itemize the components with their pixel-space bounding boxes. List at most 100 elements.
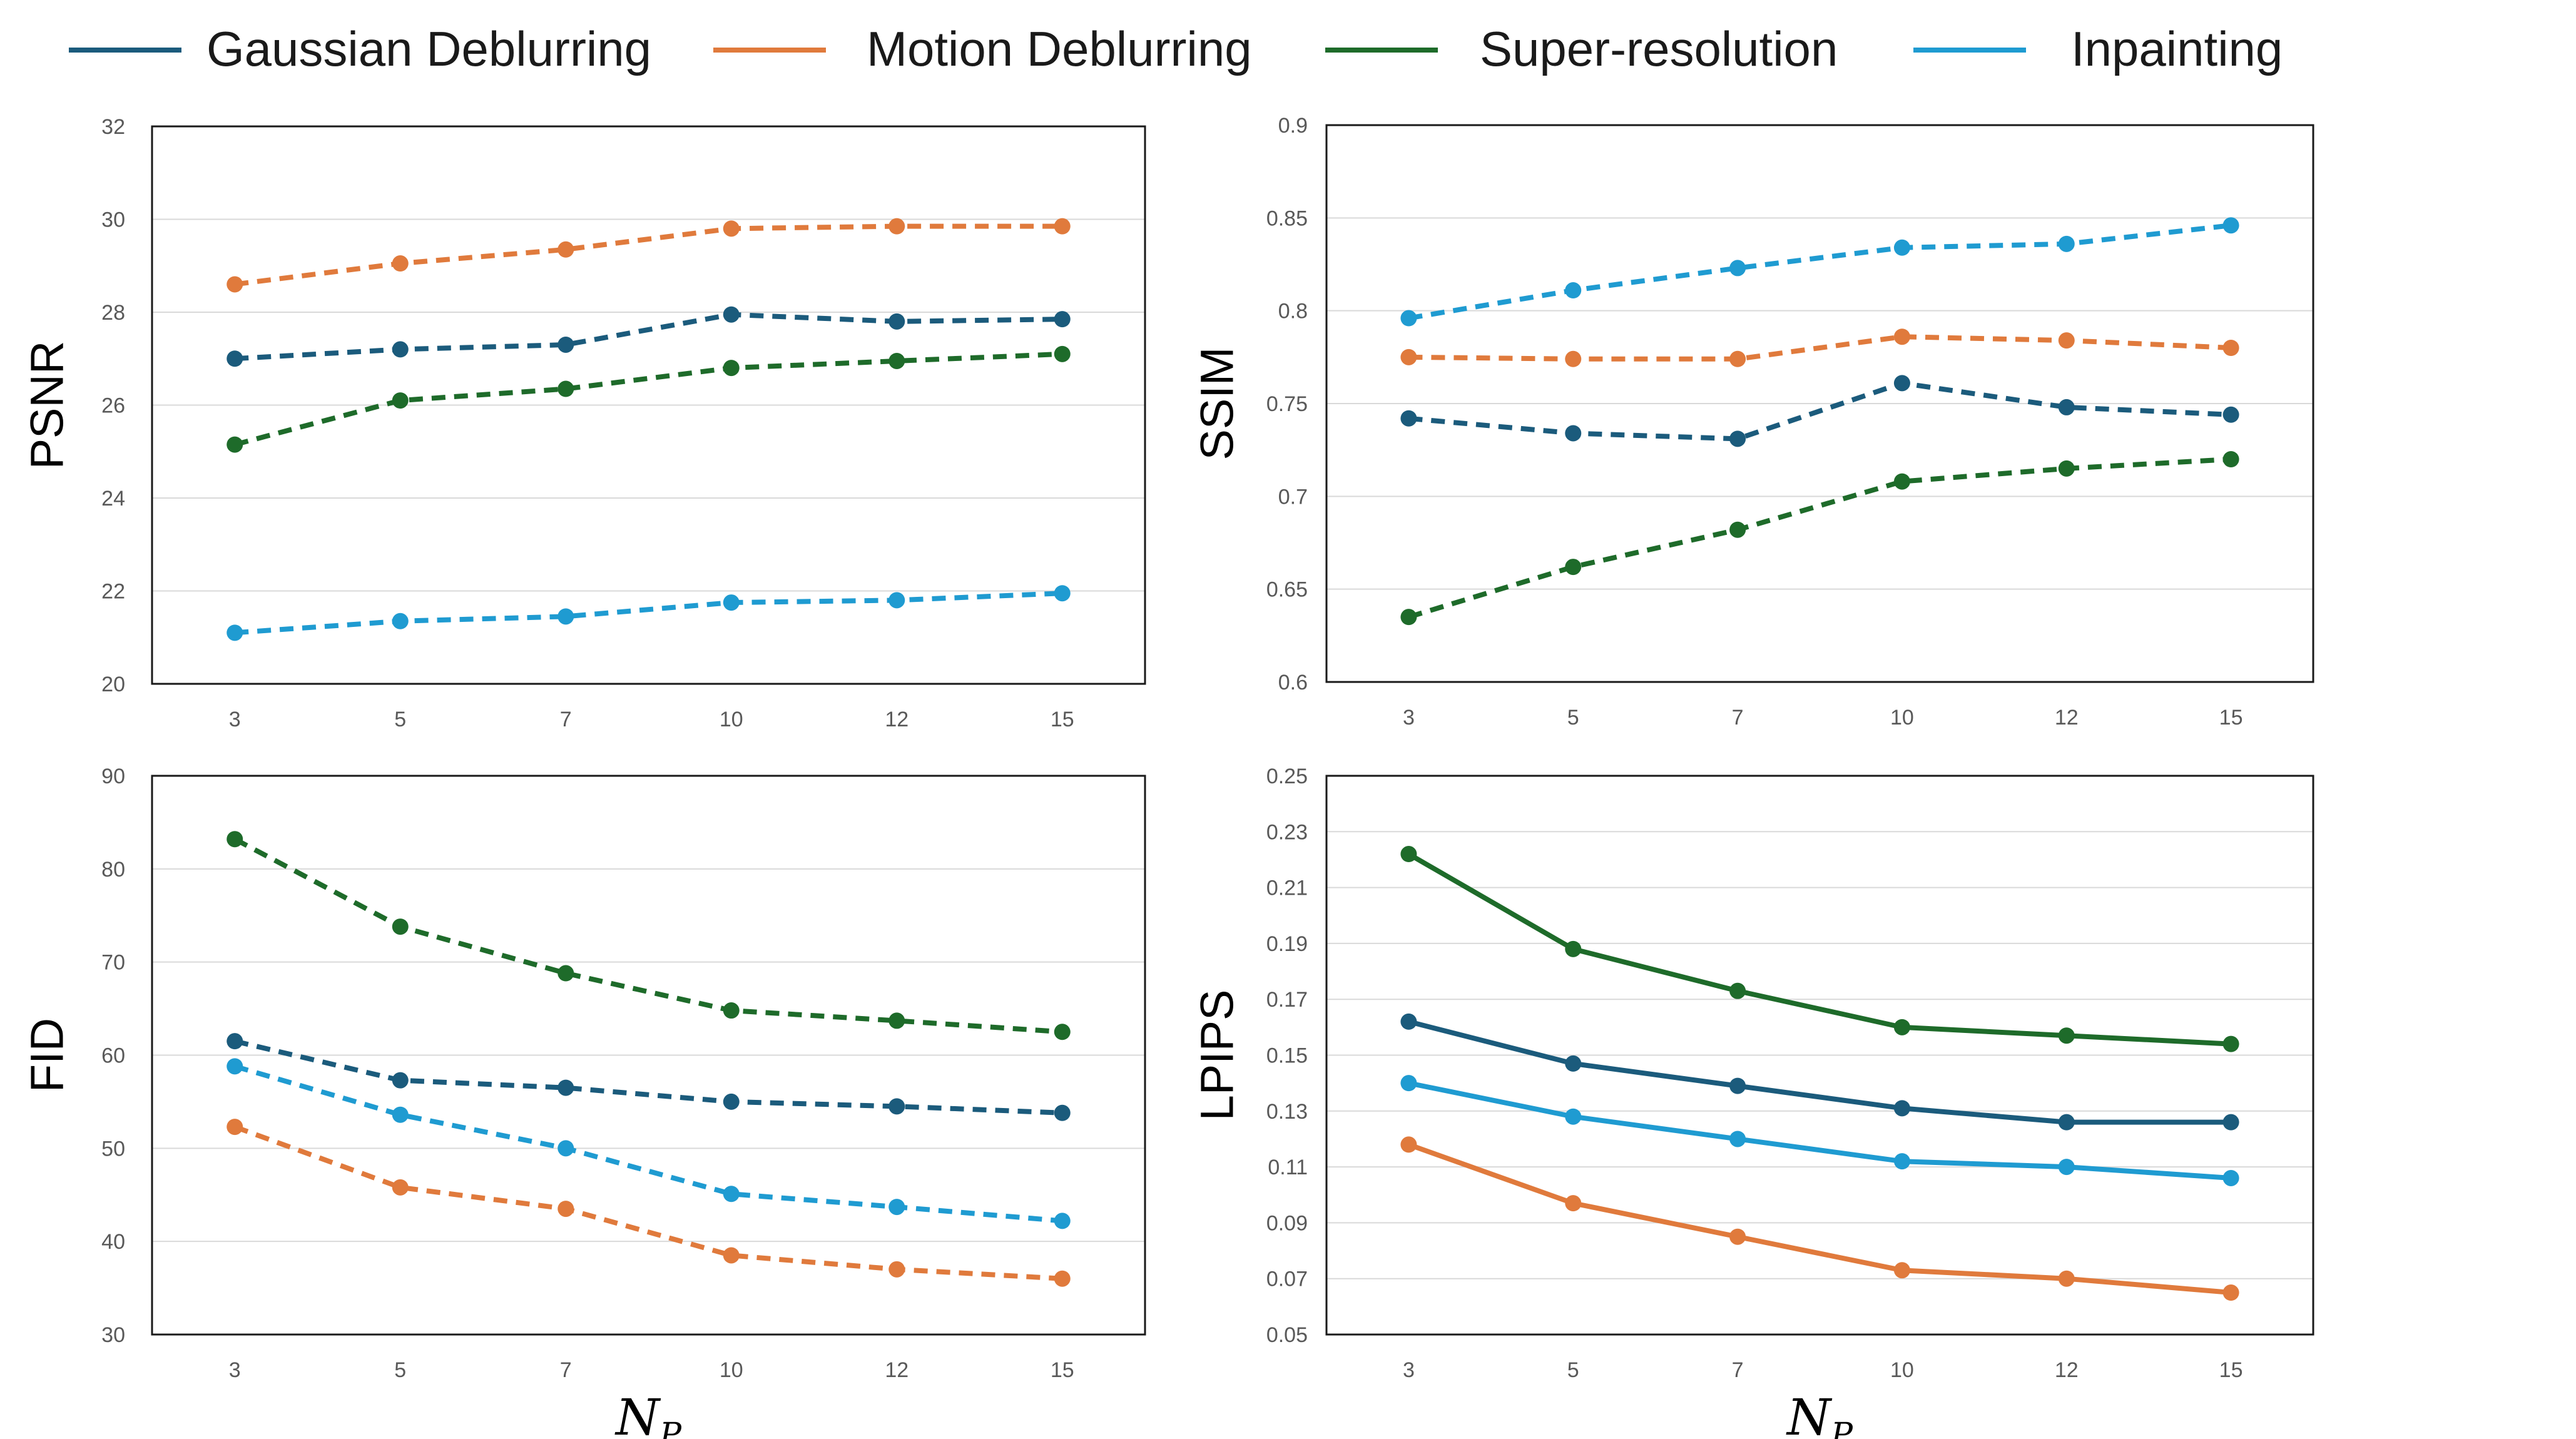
chart-panel-psnr: 20 22 24 26 28 30 32 3 5 7 10 12 15 PSNR (21, 115, 1146, 731)
data-point (392, 1106, 409, 1123)
series-inpainting (227, 1058, 1071, 1229)
data-point (888, 1199, 905, 1216)
data-point (1565, 282, 1582, 299)
data-point (2222, 1284, 2239, 1301)
data-point (227, 350, 243, 367)
data-point (557, 1201, 574, 1218)
x-tick-label: 12 (2055, 1358, 2079, 1382)
x-tick-label: 10 (720, 708, 743, 731)
data-point (1565, 1195, 1582, 1212)
data-point (888, 1261, 905, 1278)
x-tick-label: 3 (229, 1358, 241, 1382)
data-point (392, 392, 409, 409)
x-tick-label: 7 (560, 1358, 572, 1382)
series-motion-deblurring (1400, 328, 2239, 367)
series-line (233, 836, 1063, 1035)
y-tick-label: 0.09 (1266, 1211, 1308, 1235)
data-point (723, 1002, 740, 1019)
y-tick-label: 28 (101, 301, 125, 325)
x-tick-label: 5 (394, 708, 406, 731)
y-tick-label: 32 (101, 115, 125, 139)
y-tick-label: 0.85 (1266, 206, 1308, 230)
data-point (723, 1093, 740, 1110)
data-point (723, 1247, 740, 1264)
data-point (888, 1012, 905, 1029)
data-point (227, 1058, 243, 1075)
data-point (888, 218, 905, 235)
x-tick-label: 12 (885, 1358, 909, 1382)
data-point (1400, 310, 1417, 327)
x-tick-label: 10 (1890, 1358, 1914, 1382)
data-point (888, 313, 905, 330)
x-tick-label: 12 (2055, 706, 2079, 730)
x-tick-label: 3 (229, 708, 241, 731)
data-point (1400, 348, 1417, 365)
data-point (1054, 345, 1071, 362)
data-point (2222, 1035, 2239, 1052)
series-gaussian-deblurring (227, 306, 1071, 367)
data-point (1893, 1019, 1910, 1035)
data-point (392, 613, 409, 629)
data-point (1400, 1013, 1417, 1030)
data-point (1565, 940, 1582, 957)
data-point (1054, 1270, 1071, 1287)
series-line (1408, 223, 2232, 321)
plot-frame (1325, 775, 2314, 1336)
data-point (227, 1119, 243, 1136)
series-inpainting (227, 585, 1071, 641)
series-motion-deblurring (227, 1119, 1071, 1287)
y-tick-label: 40 (101, 1230, 125, 1254)
data-point (2222, 451, 2239, 467)
x-axis-label: NP (1786, 1388, 1853, 1439)
data-point (723, 306, 740, 323)
legend-item: Motion Deblurring (713, 21, 1252, 76)
data-point (392, 1072, 409, 1089)
y-axis-label: FID (21, 1018, 73, 1092)
x-tick-label: 15 (1051, 708, 1074, 731)
data-point (1400, 846, 1417, 863)
legend: Gaussian Deblurring Motion Deblurring Supe… (69, 21, 2283, 76)
data-point (557, 1140, 574, 1157)
series-super-resolution (227, 831, 1071, 1040)
data-point (557, 1079, 574, 1096)
y-tick-label: 0.75 (1266, 392, 1308, 416)
data-point (1400, 609, 1417, 626)
data-point (392, 341, 409, 358)
y-tick-label: 20 (101, 673, 125, 696)
data-point (2058, 1270, 2075, 1287)
series-inpainting (1400, 1075, 2239, 1186)
y-tick-label: 30 (101, 208, 125, 232)
data-point (2222, 406, 2239, 423)
data-point (2058, 1114, 2075, 1131)
data-point (2222, 340, 2239, 356)
data-point (1054, 1024, 1071, 1040)
series-line (235, 312, 1062, 362)
x-tick-label: 12 (885, 708, 909, 731)
legend-item: Gaussian Deblurring (69, 21, 651, 76)
data-point (2222, 1114, 2239, 1131)
data-point (1400, 410, 1417, 427)
data-point (1729, 1228, 1746, 1245)
data-point (888, 1098, 905, 1115)
y-tick-label: 0.25 (1266, 765, 1308, 788)
legend-item: Super-resolution (1325, 21, 1838, 76)
y-tick-label: 0.17 (1266, 988, 1308, 1012)
series-line (1408, 334, 2231, 362)
x-tick-label: 7 (560, 708, 572, 731)
x-tick-label: 5 (1567, 1358, 1579, 1382)
y-tick-label: 0.8 (1278, 300, 1308, 323)
data-point (392, 1179, 409, 1196)
data-point (723, 594, 740, 611)
data-point (557, 336, 574, 353)
series-gaussian-deblurring (227, 1033, 1071, 1121)
y-tick-label: 90 (101, 765, 125, 788)
data-point (1893, 1100, 1910, 1117)
data-point (1893, 1153, 1910, 1170)
series-line (234, 351, 1062, 447)
y-tick-label: 80 (101, 858, 125, 882)
y-tick-label: 0.19 (1266, 932, 1308, 956)
x-tick-label: 15 (1051, 1358, 1074, 1382)
data-point (392, 255, 409, 272)
y-tick-label: 0.07 (1266, 1268, 1308, 1291)
